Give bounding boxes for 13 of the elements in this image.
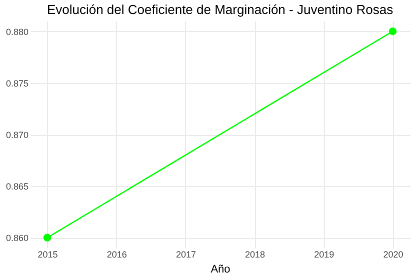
x-tick-label: 2015: [38, 250, 58, 260]
y-tick-label: 0.880: [6, 26, 28, 37]
y-tick-label: 0.875: [6, 78, 28, 88]
x-tick-label: 2018: [245, 250, 266, 260]
chart-title: Evolución del Coeficiente de Marginación - Juventino Rosas: [46, 2, 394, 17]
x-tick-label: 2019: [314, 250, 334, 260]
x-tick-label: 2016: [106, 250, 127, 260]
x-axis-title: Año: [210, 264, 230, 276]
x-tick-label: 2020: [383, 250, 404, 260]
y-tick-label: 0.865: [6, 182, 28, 192]
x-tick-label: 2017: [176, 250, 196, 260]
y-tick-label: 0.860: [6, 233, 28, 244]
y-tick-label: 0.870: [6, 130, 28, 140]
